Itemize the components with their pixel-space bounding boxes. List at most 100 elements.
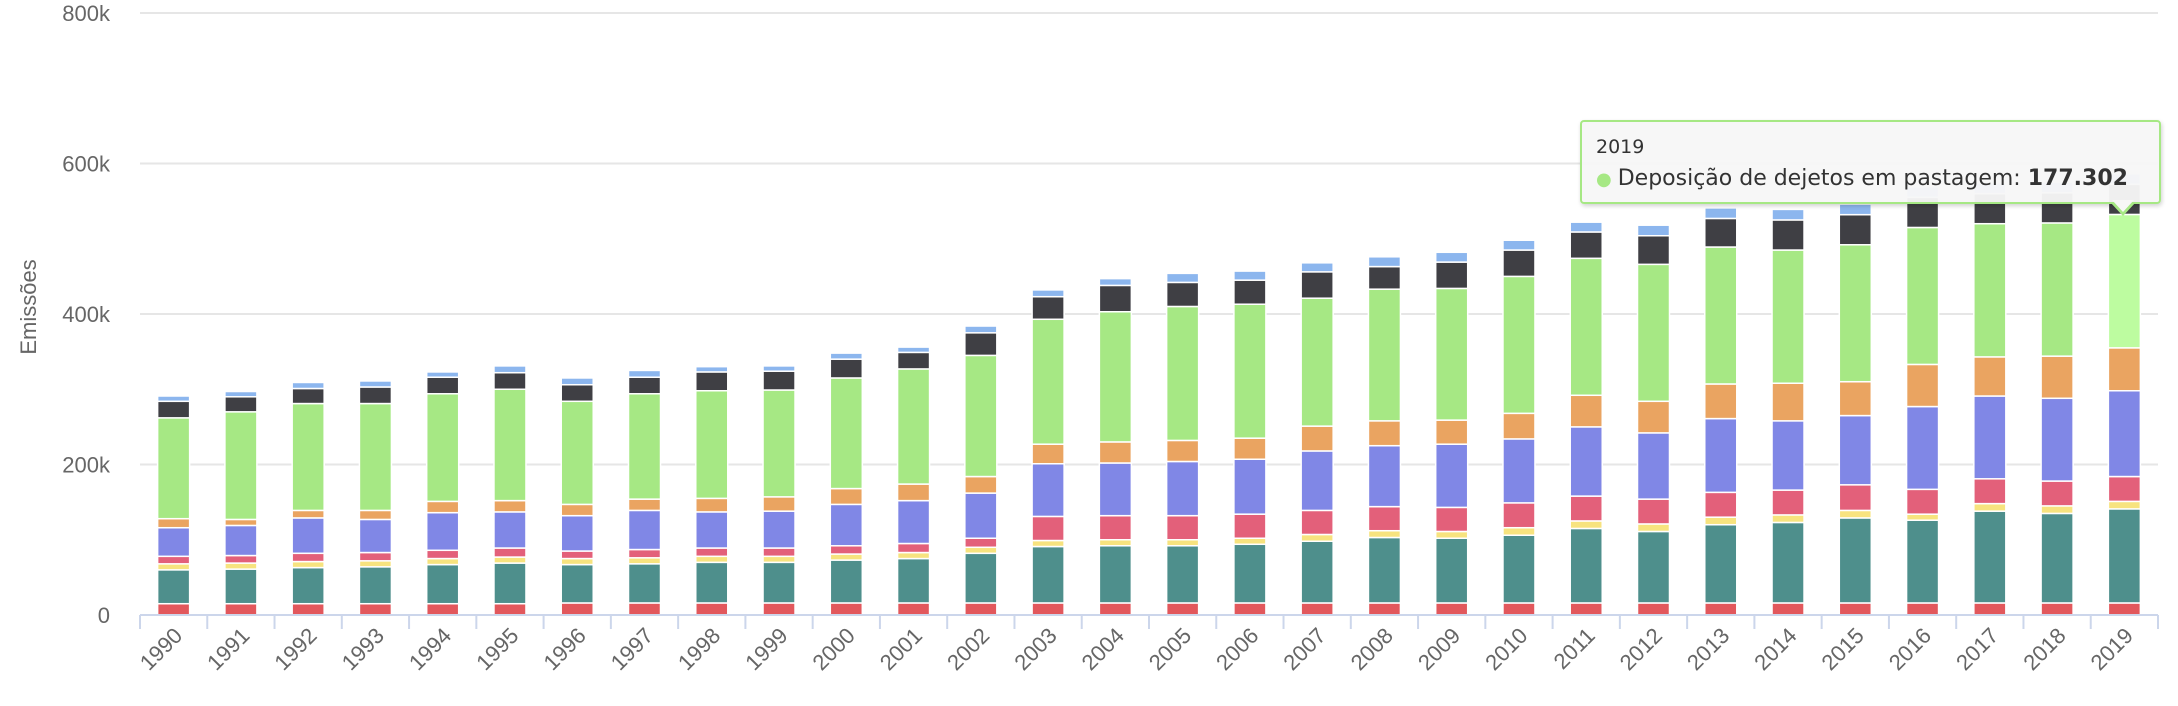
bar-segment[interactable]	[425, 376, 460, 395]
bar-segment[interactable]	[1300, 509, 1334, 536]
bar-segment[interactable]	[560, 377, 594, 386]
bar-segment[interactable]	[1636, 234, 1671, 266]
bar-segment[interactable]	[291, 560, 325, 569]
bar-segment[interactable]	[224, 518, 258, 527]
bar-segment[interactable]	[1973, 395, 2007, 480]
bar-segment[interactable]	[560, 400, 594, 506]
bar-segment[interactable]	[1838, 509, 1873, 519]
bar-segment[interactable]	[1233, 543, 1267, 604]
bar-segment[interactable]	[1098, 277, 1133, 287]
bar-segment[interactable]	[156, 555, 191, 565]
bar-segment[interactable]	[1771, 382, 1805, 422]
bar-segment[interactable]	[156, 569, 191, 605]
bar-segment[interactable]	[1905, 519, 1940, 604]
bar-segment[interactable]	[2107, 347, 2142, 392]
bar-segment[interactable]	[1300, 533, 1334, 543]
bar-segment[interactable]	[1838, 244, 1873, 383]
bar-segment[interactable]	[2040, 222, 2074, 357]
bar-segment[interactable]	[2040, 602, 2074, 616]
bar-segment[interactable]	[1905, 513, 1940, 521]
bar-segment[interactable]	[1838, 203, 1873, 216]
bar-segment[interactable]	[964, 546, 998, 555]
bar-segment[interactable]	[1367, 444, 1402, 508]
bar-segment[interactable]	[560, 602, 594, 616]
bar-segment[interactable]	[896, 602, 931, 616]
bar-segment[interactable]	[1569, 221, 1603, 233]
bar-segment[interactable]	[1165, 460, 1200, 517]
bar-segment[interactable]	[1031, 602, 1065, 616]
bar-segment[interactable]	[1502, 534, 1536, 604]
bar-segment[interactable]	[2107, 475, 2142, 503]
bar-segment[interactable]	[291, 402, 325, 512]
bar-segment[interactable]	[627, 498, 662, 512]
bar-segment[interactable]	[1502, 602, 1536, 616]
bar-segment[interactable]	[2040, 480, 2074, 507]
bar-segment[interactable]	[896, 346, 931, 354]
bar-segment[interactable]	[1502, 249, 1536, 278]
bar-segment[interactable]	[1434, 443, 1469, 509]
bar-segment[interactable]	[1434, 287, 1469, 421]
bar-segment[interactable]	[1367, 256, 1402, 268]
bar-segment[interactable]	[829, 559, 864, 604]
bar-segment[interactable]	[964, 354, 998, 478]
bar-segment[interactable]	[1098, 310, 1133, 443]
bar-segment[interactable]	[358, 566, 393, 605]
bar-segment[interactable]	[1165, 539, 1200, 547]
bar-segment[interactable]	[1300, 262, 1334, 273]
bar-segment[interactable]	[762, 389, 796, 498]
bar-segment[interactable]	[2040, 512, 2074, 604]
bar-segment[interactable]	[896, 351, 931, 370]
bar-segment[interactable]	[1165, 272, 1200, 284]
bar-segment[interactable]	[1098, 602, 1133, 616]
bar-segment[interactable]	[1434, 251, 1469, 263]
bar-segment[interactable]	[224, 411, 258, 521]
bar-segment[interactable]	[2040, 505, 2074, 515]
bar-segment[interactable]	[1636, 523, 1671, 533]
bar-segment[interactable]	[1704, 523, 1738, 604]
bar-segment[interactable]	[1704, 246, 1738, 385]
bar-segment[interactable]	[1031, 443, 1065, 465]
bar-segment[interactable]	[560, 550, 594, 560]
bar-segment[interactable]	[829, 377, 864, 490]
bar-segment[interactable]	[627, 393, 662, 500]
bar-segment[interactable]	[358, 386, 393, 405]
bar-segment[interactable]	[1233, 437, 1267, 460]
bar-segment[interactable]	[560, 557, 594, 566]
bar-segment[interactable]	[627, 557, 662, 565]
bar-segment[interactable]	[1367, 265, 1402, 290]
bar-segment[interactable]	[1569, 394, 1603, 428]
bar-segment[interactable]	[695, 371, 729, 392]
bar-segment[interactable]	[1165, 305, 1200, 442]
bar-segment[interactable]	[1905, 363, 1940, 408]
bar-segment[interactable]	[1098, 545, 1133, 604]
bar-segment[interactable]	[1636, 602, 1671, 616]
bar-segment[interactable]	[1233, 537, 1267, 546]
bar-segment[interactable]	[829, 487, 864, 506]
bar-segment[interactable]	[291, 381, 325, 390]
bar-segment[interactable]	[1098, 284, 1133, 313]
bar-segment[interactable]	[1367, 602, 1402, 616]
bar-segment[interactable]	[1300, 271, 1334, 299]
bar-segment[interactable]	[1905, 226, 1940, 366]
bar-segment[interactable]	[1367, 420, 1402, 447]
bar-segment[interactable]	[1973, 510, 2007, 604]
bar-segment[interactable]	[1031, 539, 1065, 548]
bar-segment[interactable]	[224, 602, 258, 616]
bar-segment[interactable]	[1300, 450, 1334, 512]
bar-segment[interactable]	[829, 503, 864, 547]
bar-segment[interactable]	[964, 537, 998, 549]
bar-segment[interactable]	[1233, 270, 1267, 281]
bar-segment[interactable]	[1838, 484, 1873, 512]
bar-segment[interactable]	[2040, 355, 2074, 400]
bar-segment[interactable]	[896, 551, 931, 560]
bar-segment[interactable]	[896, 483, 931, 502]
bar-segment[interactable]	[1973, 356, 2007, 397]
bar-segment[interactable]	[425, 549, 460, 560]
bar-segment[interactable]	[156, 526, 191, 558]
bar-segment[interactable]	[493, 547, 527, 558]
bar-segment[interactable]	[1502, 438, 1536, 504]
bar-segment[interactable]	[224, 562, 258, 570]
bar-segment[interactable]	[1771, 489, 1805, 516]
bar-segment[interactable]	[291, 509, 325, 519]
bar-segment[interactable]	[425, 602, 460, 616]
